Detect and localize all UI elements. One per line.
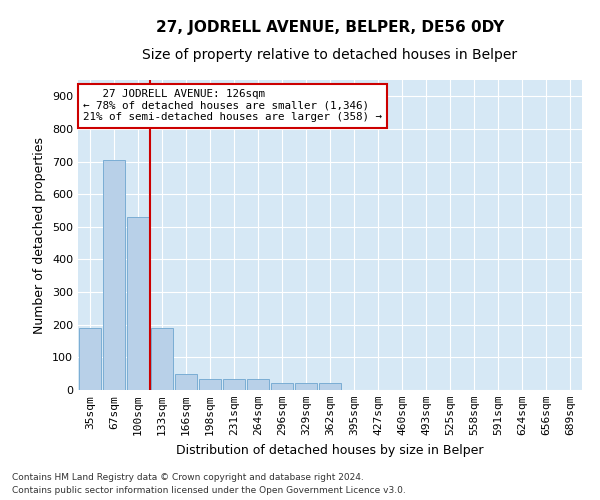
Text: 27, JODRELL AVENUE, BELPER, DE56 0DY: 27, JODRELL AVENUE, BELPER, DE56 0DY xyxy=(156,20,504,35)
Bar xyxy=(223,378,245,390)
Text: Size of property relative to detached houses in Belper: Size of property relative to detached ho… xyxy=(142,48,518,62)
Bar xyxy=(103,160,125,390)
Bar xyxy=(319,384,341,390)
Bar xyxy=(271,384,293,390)
Bar xyxy=(247,378,269,390)
Bar xyxy=(175,374,197,390)
Text: 27 JODRELL AVENUE: 126sqm
← 78% of detached houses are smaller (1,346)
21% of se: 27 JODRELL AVENUE: 126sqm ← 78% of detac… xyxy=(83,90,382,122)
Bar xyxy=(127,217,149,390)
Bar xyxy=(199,378,221,390)
Bar xyxy=(295,384,317,390)
Bar xyxy=(151,328,173,390)
Text: Contains HM Land Registry data © Crown copyright and database right 2024.: Contains HM Land Registry data © Crown c… xyxy=(12,474,364,482)
Y-axis label: Number of detached properties: Number of detached properties xyxy=(34,136,46,334)
Text: Contains public sector information licensed under the Open Government Licence v3: Contains public sector information licen… xyxy=(12,486,406,495)
X-axis label: Distribution of detached houses by size in Belper: Distribution of detached houses by size … xyxy=(176,444,484,456)
Bar xyxy=(79,328,101,390)
